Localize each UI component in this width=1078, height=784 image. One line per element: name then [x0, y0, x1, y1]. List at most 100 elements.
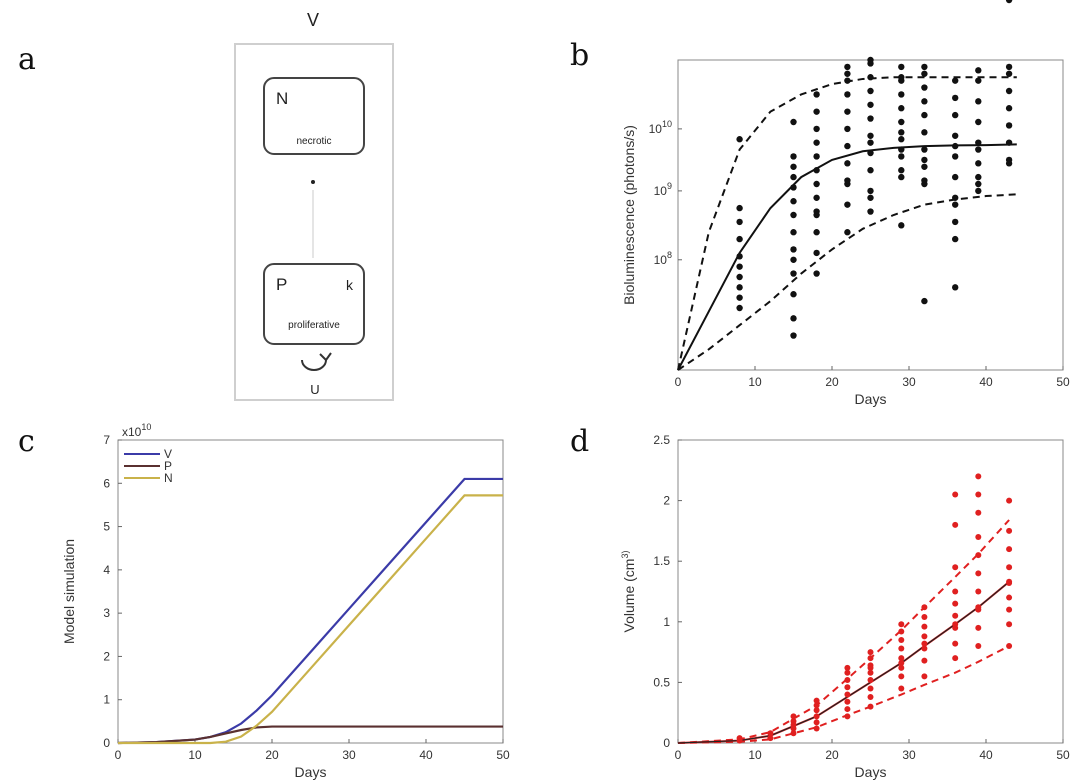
data-point: [952, 521, 959, 528]
data-point: [813, 702, 820, 709]
data-point: [844, 63, 851, 71]
data-point: [813, 125, 820, 133]
data-point: [813, 270, 820, 277]
data-point: [813, 697, 820, 704]
data-point: [921, 84, 928, 91]
y-tick-label: 1.5: [653, 554, 670, 568]
data-point: [921, 146, 928, 153]
data-point: [790, 229, 797, 236]
data-point: [921, 177, 928, 184]
legend-label: N: [164, 471, 173, 485]
data-point: [921, 623, 928, 630]
x-tick-label: 40: [979, 375, 993, 389]
transition-dot: [311, 180, 315, 184]
data-point: [952, 201, 959, 208]
data-point: [952, 173, 959, 181]
data-point: [975, 146, 982, 153]
confidence-band-line: [677, 76, 1017, 371]
data-point: [898, 621, 905, 628]
data-point: [867, 703, 874, 710]
y-tick-label: 1: [103, 693, 110, 707]
diagram-top-label: V: [307, 10, 319, 30]
data-point: [921, 111, 928, 119]
data-point: [736, 253, 743, 260]
data-point: [975, 473, 982, 480]
data-point: [867, 187, 874, 195]
data-point: [844, 160, 851, 167]
data-point: [844, 70, 851, 77]
x-tick-label: 10: [748, 748, 762, 762]
data-point: [844, 201, 851, 208]
data-point: [952, 153, 959, 160]
data-point: [790, 291, 797, 298]
data-point: [790, 718, 797, 725]
data-point: [1006, 594, 1013, 601]
self-loop-arrow-icon: [301, 359, 327, 371]
data-point: [736, 136, 743, 143]
y-tick-label: 0: [103, 736, 110, 750]
data-point: [790, 256, 797, 263]
data-point: [736, 284, 743, 291]
data-point: [867, 685, 874, 692]
self-loop-arrowhead-icon: [319, 352, 332, 361]
y-tick-label: 2: [103, 649, 110, 663]
data-point: [767, 730, 774, 737]
data-point: [844, 108, 851, 115]
data-point: [790, 173, 797, 181]
data-point: [736, 304, 743, 312]
data-point: [844, 669, 851, 676]
data-point: [952, 218, 959, 226]
necrotic-box-text: necrotic: [296, 136, 331, 147]
x-tick-label: 20: [265, 748, 279, 762]
data-point: [1005, 105, 1013, 112]
data-point: [975, 67, 982, 74]
legend-label: V: [164, 447, 172, 461]
data-point: [921, 673, 928, 680]
data-point: [867, 208, 874, 215]
data-point: [898, 645, 905, 652]
data-point: [844, 713, 851, 720]
data-point: [867, 132, 874, 139]
data-point: [813, 208, 820, 215]
data-point: [1005, 70, 1013, 77]
data-point: [975, 187, 982, 195]
y-tick-label: 4: [103, 563, 110, 577]
data-point: [813, 229, 820, 236]
data-point: [975, 643, 982, 650]
data-point: [975, 624, 982, 631]
data-point: [898, 74, 905, 81]
data-point: [1005, 160, 1013, 167]
y-axis-label: Model simulation: [61, 539, 77, 644]
data-point: [1005, 0, 1013, 4]
y-tick-label: 7: [103, 433, 110, 447]
proliferative-box: [263, 263, 365, 345]
data-point: [898, 136, 905, 143]
data-point: [813, 719, 820, 726]
data-point: [975, 604, 982, 611]
data-point: [975, 588, 982, 595]
data-point: [867, 664, 874, 671]
volume-chart: 0 10 20 30 40 50 0 0.5 1 1.5 2 2.5 Days Volume (cm3): [620, 433, 1070, 780]
data-point: [867, 87, 874, 95]
data-point: [921, 129, 928, 136]
data-point: [898, 129, 905, 136]
data-point: [975, 139, 982, 146]
x-tick-label: 40: [419, 748, 433, 762]
data-point: [898, 222, 905, 229]
x-tick-label: 0: [115, 748, 122, 762]
panel-letter-a: a: [18, 42, 36, 77]
data-point: [844, 177, 851, 184]
confidence-band-line: [677, 519, 1010, 744]
x-axis-label: Days: [855, 764, 887, 780]
data-point: [898, 664, 905, 671]
x-tick-label: 20: [825, 375, 839, 389]
plot-frame: [677, 439, 1064, 744]
panel-letter-b: b: [570, 38, 590, 73]
y-axis-label: Bioluminescence (photons/s): [621, 125, 637, 305]
data-point: [921, 613, 928, 620]
data-point: [736, 235, 743, 243]
data-point: [975, 180, 982, 188]
data-point: [952, 194, 959, 201]
y-tick-label: 3: [103, 606, 110, 620]
x-tick-label: 0: [675, 748, 682, 762]
